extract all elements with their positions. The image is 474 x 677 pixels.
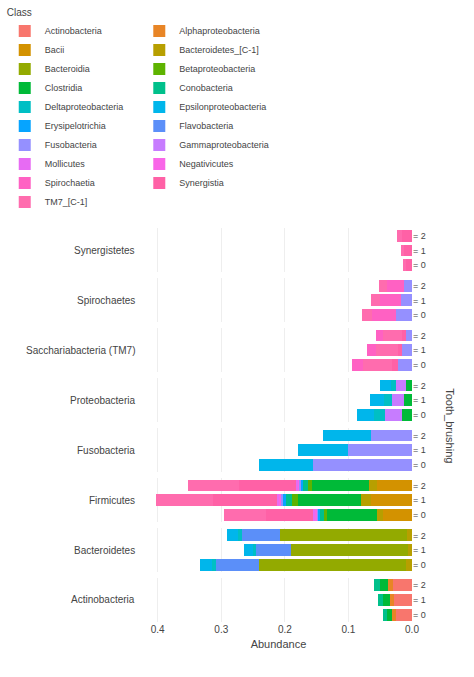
svg-text:= 2: = 2 [413, 481, 426, 491]
svg-text:Bacteroidia: Bacteroidia [45, 64, 90, 74]
svg-text:= 0: = 0 [413, 310, 426, 320]
svg-text:Erysipelotrichia: Erysipelotrichia [45, 121, 106, 131]
svg-text:= 0: = 0 [413, 460, 426, 470]
svg-text:Actinobacteria: Actinobacteria [45, 26, 102, 36]
svg-text:= 1: = 1 [413, 395, 426, 405]
svg-text:Synergistetes: Synergistetes [74, 245, 135, 256]
svg-text:Fusobacteria: Fusobacteria [77, 445, 135, 456]
svg-text:= 1: = 1 [413, 495, 426, 505]
svg-text:Tooth_brushing: Tooth_brushing [444, 388, 456, 463]
svg-text:TM7_[C-1]: TM7_[C-1] [45, 197, 88, 207]
svg-text:= 0: = 0 [413, 360, 426, 370]
svg-text:Actinobacteria: Actinobacteria [71, 594, 135, 605]
svg-text:= 2: = 2 [413, 580, 426, 590]
svg-text:= 1: = 1 [413, 295, 426, 305]
svg-text:Bacteroidetes: Bacteroidetes [74, 545, 135, 556]
svg-text:= 0: = 0 [413, 260, 426, 270]
svg-text:Conobacteria: Conobacteria [179, 83, 233, 93]
svg-text:Abundance: Abundance [251, 638, 307, 650]
svg-text:Clostridia: Clostridia [45, 83, 83, 93]
svg-text:Mollicutes: Mollicutes [45, 159, 86, 169]
svg-text:= 0: = 0 [413, 410, 426, 420]
svg-text:Spirochaetes: Spirochaetes [77, 295, 135, 306]
svg-text:Betaproteobacteria: Betaproteobacteria [179, 64, 255, 74]
svg-text:Fusobacteria: Fusobacteria [45, 140, 97, 150]
svg-text:Bacteroidetes_[C-1]: Bacteroidetes_[C-1] [179, 45, 259, 55]
svg-text:= 2: = 2 [413, 531, 426, 541]
svg-text:Negativicutes: Negativicutes [179, 159, 234, 169]
svg-text:0.2: 0.2 [278, 624, 292, 635]
svg-text:= 2: = 2 [413, 381, 426, 391]
svg-text:0.4: 0.4 [151, 624, 165, 635]
svg-text:Synergistia: Synergistia [179, 178, 224, 188]
svg-text:Flavobacteria: Flavobacteria [179, 121, 233, 131]
svg-text:Alphaproteobacteria: Alphaproteobacteria [179, 26, 260, 36]
svg-text:Deltaproteobacteria: Deltaproteobacteria [45, 102, 124, 112]
svg-text:Firmicutes: Firmicutes [89, 495, 135, 506]
svg-text:= 0: = 0 [413, 560, 426, 570]
svg-text:Sacchariabacteria (TM7): Sacchariabacteria (TM7) [26, 345, 135, 356]
svg-text:= 1: = 1 [413, 246, 426, 256]
svg-text:Gammaproteobacteria: Gammaproteobacteria [179, 140, 269, 150]
svg-text:= 2: = 2 [413, 431, 426, 441]
svg-text:= 0: = 0 [413, 510, 426, 520]
svg-text:= 1: = 1 [413, 595, 426, 605]
svg-text:= 0: = 0 [413, 610, 426, 620]
svg-text:= 1: = 1 [413, 345, 426, 355]
svg-text:Class: Class [7, 7, 32, 18]
svg-text:0.3: 0.3 [214, 624, 228, 635]
svg-text:= 1: = 1 [413, 545, 426, 555]
svg-text:Spirochaetia: Spirochaetia [45, 178, 95, 188]
svg-text:Proteobacteria: Proteobacteria [70, 395, 135, 406]
svg-text:= 2: = 2 [413, 231, 426, 241]
svg-text:= 1: = 1 [413, 445, 426, 455]
svg-text:= 2: = 2 [413, 331, 426, 341]
svg-text:0.1: 0.1 [341, 624, 355, 635]
svg-text:0.0: 0.0 [405, 624, 419, 635]
svg-text:= 2: = 2 [413, 281, 426, 291]
svg-text:Bacii: Bacii [45, 45, 65, 55]
svg-text:Epsilonproteobacteria: Epsilonproteobacteria [179, 102, 266, 112]
